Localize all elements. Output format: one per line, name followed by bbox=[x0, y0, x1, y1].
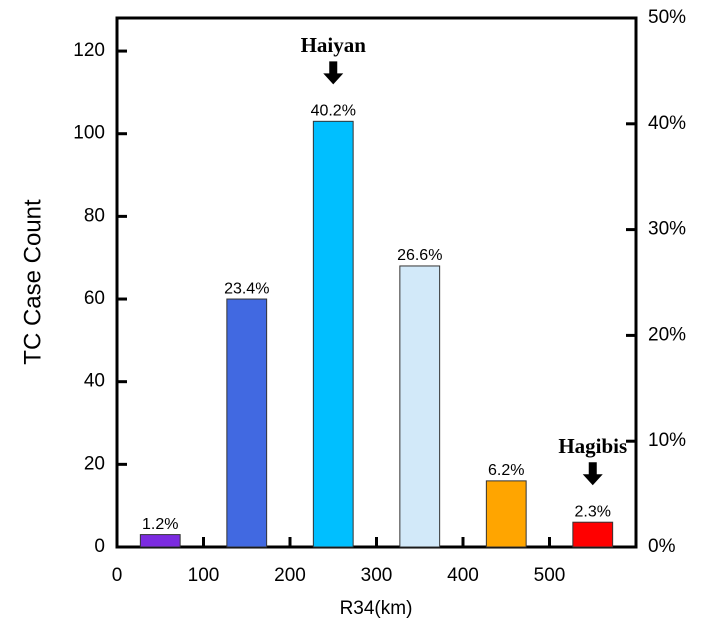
percent-label: 40.2% bbox=[311, 103, 356, 120]
x-axis-label: R34(km) bbox=[340, 598, 413, 619]
bar bbox=[139, 534, 181, 548]
percent-label: 26.6% bbox=[397, 247, 442, 264]
y2-tick-label: 30% bbox=[648, 219, 686, 240]
arrow bbox=[582, 462, 603, 486]
y2-tick-label: 40% bbox=[648, 113, 686, 134]
percent-label: 1.2% bbox=[142, 516, 178, 533]
x-tick-label: 0 bbox=[112, 565, 123, 586]
y-tick-label: 80 bbox=[84, 205, 105, 226]
y-tick-label: 60 bbox=[84, 288, 105, 309]
y-tick-label: 0 bbox=[94, 536, 105, 557]
bar bbox=[226, 298, 268, 548]
bar bbox=[312, 120, 354, 548]
y-tick-label: 100 bbox=[73, 123, 105, 144]
annotation: Haiyan bbox=[301, 33, 367, 57]
y-tick-label: 120 bbox=[73, 40, 105, 61]
bar bbox=[399, 265, 441, 548]
y-tick-label: 20 bbox=[84, 453, 105, 474]
x-tick-label: 100 bbox=[188, 565, 220, 586]
arrow bbox=[323, 61, 344, 85]
percent-label: 6.2% bbox=[488, 462, 524, 479]
y2-tick-label: 50% bbox=[648, 7, 686, 28]
x-tick-label: 200 bbox=[274, 565, 306, 586]
y-axis-label: TC Case Count bbox=[19, 199, 46, 365]
plot-frame bbox=[115, 16, 638, 549]
annotation: Hagibis bbox=[558, 434, 627, 458]
bar bbox=[485, 480, 527, 548]
y2-tick-label: 20% bbox=[648, 324, 686, 345]
x-tick-label: 300 bbox=[361, 565, 393, 586]
x-tick-label: 500 bbox=[534, 565, 566, 586]
percent-label: 2.3% bbox=[575, 503, 611, 520]
percent-label: 23.4% bbox=[224, 280, 269, 297]
y2-tick-label: 10% bbox=[648, 430, 686, 451]
bar bbox=[572, 521, 614, 548]
x-tick-label: 400 bbox=[447, 565, 479, 586]
y-tick-label: 40 bbox=[84, 371, 105, 392]
y2-tick-label: 0% bbox=[648, 536, 676, 557]
